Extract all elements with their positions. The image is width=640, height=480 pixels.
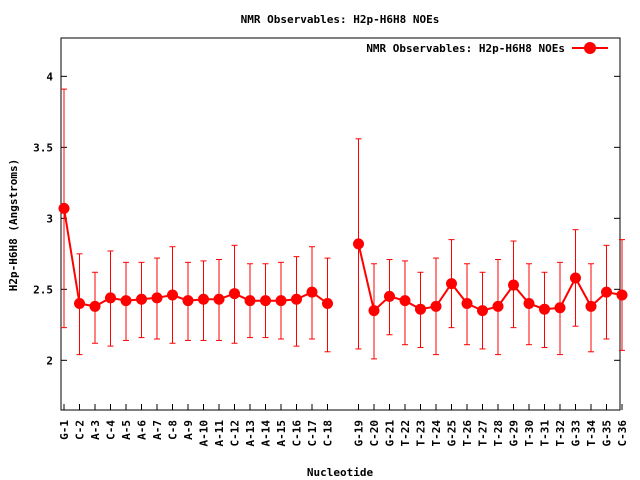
x-tick-label: C-4	[105, 420, 118, 440]
data-point	[477, 305, 488, 317]
x-tick-label: A-6	[136, 420, 149, 440]
x-tick-label: T-32	[554, 420, 567, 447]
series-lines	[63, 208, 623, 313]
y-tick-label: 3.5	[33, 141, 53, 154]
data-point	[368, 305, 380, 317]
x-tick-label: A-7	[151, 420, 164, 440]
x-tick-label: T-31	[539, 420, 552, 447]
data-point	[198, 293, 209, 305]
data-point	[89, 300, 101, 312]
x-tick-label: C-17	[306, 420, 319, 447]
x-tick-label: T-22	[399, 420, 412, 447]
y-tick-label: 3	[46, 212, 53, 225]
x-tick-label: A-14	[260, 420, 273, 447]
y-tick-label: 2	[46, 354, 53, 367]
data-point	[554, 302, 566, 314]
data-point	[136, 293, 147, 305]
data-point	[585, 300, 597, 312]
x-tick-label: G-1	[58, 420, 71, 440]
data-point	[353, 238, 364, 250]
x-tick-label: A-5	[120, 420, 133, 440]
x-axis-label: Nucleotide	[307, 466, 374, 479]
x-tick-label: T-26	[461, 420, 474, 447]
data-point	[213, 293, 225, 305]
x-tick-label: T-23	[415, 420, 428, 447]
data-point	[275, 295, 287, 307]
data-point	[120, 295, 132, 307]
data-point	[182, 295, 194, 307]
data-point	[446, 278, 457, 290]
x-tick-label: A-11	[213, 420, 226, 447]
data-point	[58, 202, 70, 214]
y-tick-label: 2.5	[33, 283, 53, 296]
x-tick-label: T-34	[585, 420, 598, 447]
x-tick-label: T-30	[523, 420, 536, 447]
data-point	[415, 303, 426, 315]
data-point	[384, 290, 395, 302]
data-point	[306, 286, 318, 298]
series-points	[58, 202, 628, 317]
data-point	[322, 298, 333, 310]
x-tick-label: A-3	[89, 420, 102, 440]
data-point	[74, 298, 85, 310]
x-tick-label: A-10	[198, 420, 211, 447]
x-tick-label: A-13	[244, 420, 257, 447]
x-tick-label: C-16	[291, 420, 304, 447]
x-tick-label: G-19	[353, 420, 366, 447]
x-tick-label: G-35	[601, 420, 614, 447]
y-axis-label: H2p-H6H8 (Angstroms)	[7, 159, 20, 291]
x-tick-label: G-29	[508, 420, 521, 447]
legend-label: NMR Observables: H2p-H6H8 NOEs	[366, 42, 565, 55]
x-tick-label: C-18	[322, 420, 335, 447]
x-tick-label: T-28	[492, 420, 505, 447]
error-bars	[61, 88, 625, 360]
x-tick-label: T-27	[477, 420, 490, 447]
data-point	[570, 272, 581, 284]
data-point	[399, 295, 411, 307]
x-tick-label: C-20	[368, 420, 381, 447]
chart-title: NMR Observables: H2p-H6H8 NOEs	[241, 13, 440, 26]
legend-marker-sample	[584, 42, 596, 54]
x-tick-label: C-2	[74, 420, 87, 440]
data-point	[461, 298, 473, 310]
data-point	[229, 288, 240, 300]
x-tick-label: G-33	[570, 420, 583, 447]
data-point	[244, 295, 256, 307]
data-point	[105, 292, 116, 304]
series-line	[63, 208, 329, 308]
x-tick-label: C-8	[167, 420, 180, 440]
x-tick-label: C-12	[229, 420, 242, 447]
x-tick-label: G-25	[446, 420, 459, 447]
x-tick-label: T-24	[430, 420, 443, 447]
data-point	[492, 300, 504, 312]
series-line	[357, 243, 623, 313]
data-point	[430, 300, 442, 312]
data-point	[616, 289, 628, 301]
data-point	[508, 279, 519, 291]
x-tick-label: A-15	[275, 420, 288, 447]
x-tick-label: C-36	[616, 420, 629, 447]
y-axis: 2 2.5 3 3.5 4	[33, 70, 620, 367]
x-tick-label: G-21	[384, 420, 397, 447]
data-point	[260, 295, 271, 307]
legend: NMR Observables: H2p-H6H8 NOEs	[366, 42, 608, 55]
data-point	[167, 289, 178, 301]
data-point	[291, 293, 302, 305]
data-point	[523, 298, 535, 310]
plot-frame	[60, 37, 621, 411]
data-point	[601, 286, 612, 298]
x-axis: G-1 C-2 A-3 C-4 A-5 A-6 A-7 C-8 A-9 A-10 A-11 C-12 A…	[58, 404, 629, 447]
x-tick-label: A-9	[182, 420, 195, 440]
y-tick-label: 4	[46, 70, 53, 83]
data-point	[151, 292, 163, 304]
data-point	[539, 303, 550, 315]
